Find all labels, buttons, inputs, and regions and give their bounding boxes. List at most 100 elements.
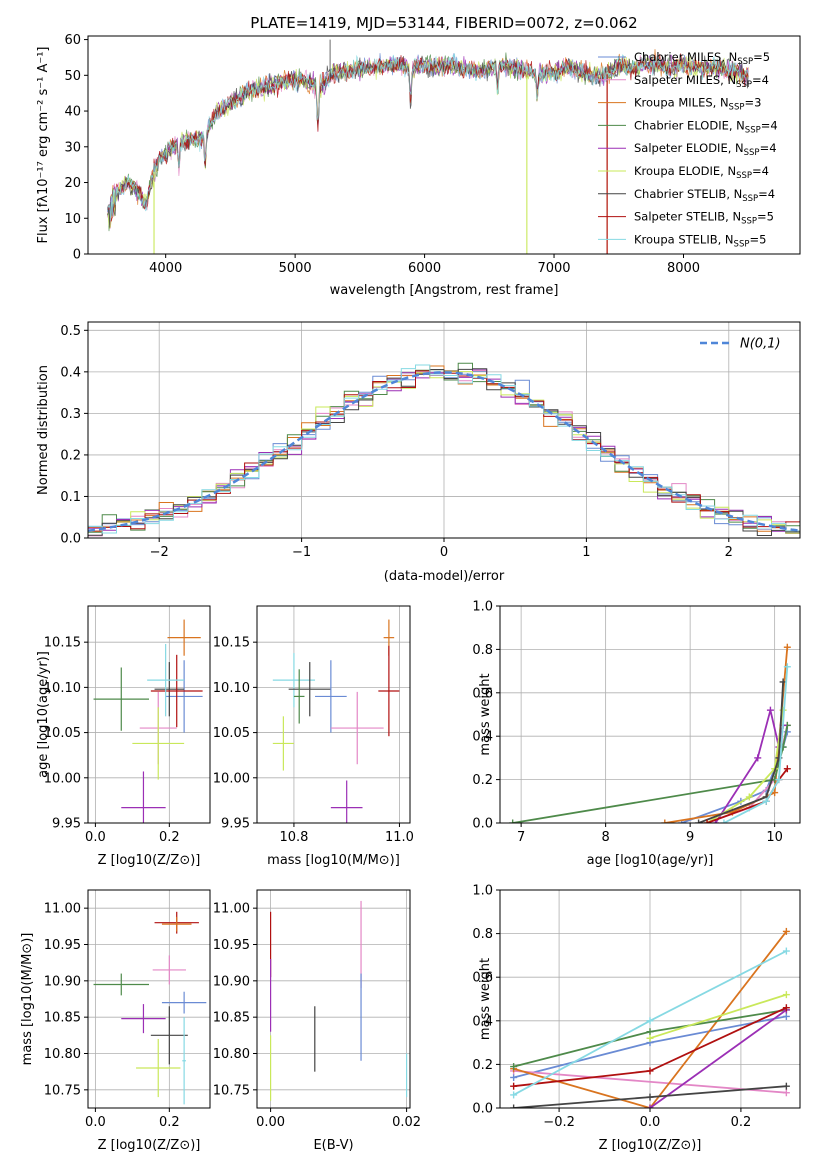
mass_vs_Z-ytick: 11.00 [44, 902, 88, 917]
mass_vs_Z-xtick-label: 0.0 [85, 1115, 106, 1130]
mass_vs_Z-ytick-label: 10.90 [44, 974, 81, 989]
residual-hist-kroupa_stelib [88, 364, 800, 534]
residuals-xtick: −1 [292, 538, 311, 560]
age_vs_Z-ytick: 10.05 [44, 726, 88, 741]
age_vs_mass-point-kroupa_stelib [272, 653, 316, 708]
age_vs_mass-xtick-label: 10.8 [279, 830, 308, 845]
age_vs_mass-xtick: 10.8 [279, 823, 308, 845]
massweight_vs_age-marker-salpeter_stelib [703, 819, 711, 823]
spectrum-ytick: 30 [64, 140, 88, 155]
age_vs_mass-frame [256, 605, 411, 824]
age_vs_mass-ytick: 9.95 [221, 817, 257, 832]
mass_vs_Z-axes: 0.0 0.2 10.75 10.80 10.85 10.90 10.95 11.00 [44, 890, 210, 1130]
age_vs_mass-point-chabrier_elodie [293, 669, 305, 724]
massweight_vs_Z-marker-kroupa_miles [782, 927, 790, 935]
residuals-xlabel: (data-model)/error [384, 569, 505, 584]
spectrum-xlabel: wavelength [Angstrom, rest frame] [330, 283, 559, 298]
mass_vs_Z-grid [88, 890, 210, 1108]
residuals-xtick: 0 [440, 538, 448, 560]
legend-item-chabrier_elodie: Chabrier ELODIE, NSSP=4 [598, 118, 778, 135]
age_vs_Z-ytick-label: 10.00 [44, 771, 81, 786]
massweight_vs_Z-ytick: 0.6 [472, 971, 500, 986]
age_vs_Z-grid [88, 606, 210, 824]
massweight_vs_Z-series [510, 927, 790, 1108]
mass_vs_Z-ytick-label: 10.75 [44, 1083, 81, 1098]
residuals-ytick-label: 0.4 [60, 365, 81, 380]
age_vs_Z-ylabel: age [log10(age/yr)] [36, 651, 51, 778]
massweight_vs_age-xtick: 10 [766, 823, 783, 845]
mass_vs_Z-points [93, 911, 207, 1105]
residuals-ytick-label: 0.0 [60, 532, 81, 547]
legend-item-salpeter_stelib: Salpeter STELIB, NSSP=5 [598, 210, 774, 227]
massweight_vs_age-line-chabrier_stelib [698, 681, 784, 823]
legend-label-chabrier_elodie: Chabrier ELODIE, NSSP=4 [634, 118, 778, 135]
massweight_vs_Z-xtick: −0.2 [543, 1108, 575, 1130]
massweight_vs_age-marker-chabrier_stelib [695, 819, 703, 823]
massweight_vs_Z-marker-kroupa_elodie [782, 991, 790, 999]
massweight_vs_age-marker-kroupa_stelib [720, 819, 728, 823]
mass_vs_EBV-xtick-label: 0.02 [392, 1115, 421, 1130]
mass_vs_EBV-ytick: 10.75 [213, 1083, 257, 1098]
spectrum-ytick: 40 [64, 105, 88, 120]
massweight_vs_age-ytick-label: 0.8 [472, 643, 493, 658]
mass_vs_Z-xtick-label: 0.2 [159, 1115, 180, 1130]
massweight_vs_Z-ytick: 0.2 [472, 1058, 500, 1073]
massweight_vs_Z-marker-kroupa_stelib [646, 1017, 654, 1025]
spectrum-ytick-label: 0 [73, 248, 81, 263]
massweight_vs_age-marker-salpeter_stelib [783, 765, 791, 773]
mass_vs_EBV-xtick: 0.00 [256, 1108, 285, 1130]
residual-legend: N(0,1) [700, 337, 781, 352]
massweight_vs_age-ytick-label: 0.2 [472, 773, 493, 788]
massweight_vs_age-marker-kroupa_elodie [745, 793, 753, 801]
spectrum-ytick-label: 10 [64, 212, 81, 227]
mass_vs_EBV-ytick: 11.00 [213, 902, 257, 917]
spectrum-xtick: 8000 [667, 254, 700, 276]
age_vs_mass-ytick: 10.05 [213, 726, 257, 741]
massweight_vs_age-ytick-label: 0.0 [472, 817, 493, 832]
age_vs_Z-xtick-label: 0.0 [85, 830, 106, 845]
massweight_vs_age-marker-kroupa_stelib [783, 663, 791, 671]
massweight_vs_age-ytick: 0.8 [472, 643, 500, 658]
mass_vs_EBV-grid [257, 890, 410, 1108]
massweight_vs_Z-marker-kroupa_stelib [782, 947, 790, 955]
spectrum-ytick-label: 50 [64, 69, 81, 84]
massweight_vs_Z-marker-salpeter_stelib [510, 1082, 518, 1090]
massweight_vs_Z-marker-chabrier_stelib [782, 1082, 790, 1090]
mass_vs_Z-point-chabrier_stelib [150, 1006, 188, 1065]
legend-item-kroupa_miles: Kroupa MILES, NSSP=3 [598, 96, 761, 113]
massweight_vs_age-marker-salpeter_elodie [754, 754, 762, 762]
age_vs_Z-ytick-label: 10.10 [44, 681, 81, 696]
massweight_vs_age-frame [499, 605, 801, 824]
legend-item-kroupa_elodie: Kroupa ELODIE, NSSP=4 [598, 164, 769, 181]
mass_vs_Z-point-kroupa_stelib [182, 1017, 186, 1105]
spectrum-ytick: 10 [64, 212, 88, 227]
massweight_vs_Z-marker-chabrier_stelib [646, 1093, 654, 1101]
massweight_vs_Z-ytick: 0.0 [472, 1102, 500, 1117]
age_vs_mass-ytick-label: 10.05 [213, 726, 250, 741]
massweight_vs_Z-marker-salpeter_miles [782, 1089, 790, 1097]
massweight_vs_age-ytick: 1.0 [472, 600, 500, 615]
massweight_vs_Z-marker-chabrier_elodie [646, 1028, 654, 1036]
massweight_vs_age-marker-kroupa_miles [661, 819, 669, 823]
residuals-ytick: 0.5 [60, 324, 88, 339]
mass_vs_EBV-ytick-label: 10.85 [213, 1011, 250, 1026]
massweight_vs_age-xtick: 8 [601, 823, 610, 845]
spectrum-ytick: 50 [64, 69, 88, 84]
mass_vs_EBV-points [270, 900, 408, 1101]
age_vs_mass-xtick-label: 11.0 [385, 830, 414, 845]
age_vs_Z-point-kroupa_stelib [147, 643, 185, 717]
age_vs_Z-point-chabrier_stelib [154, 662, 185, 717]
age_vs_Z-points [93, 619, 203, 823]
mass_vs_Z-frame [87, 889, 211, 1109]
age_vs_mass-point-chabrier_miles [315, 660, 347, 733]
legend-item-kroupa_stelib: Kroupa STELIB, NSSP=5 [598, 232, 766, 249]
massweight_vs_Z-marker-chabrier_miles [782, 1012, 790, 1020]
residuals-ytick-label: 0.3 [60, 407, 81, 422]
legend-label-chabrier_stelib: Chabrier STELIB, NSSP=4 [634, 187, 775, 204]
residuals-ytick: 0.2 [60, 448, 88, 463]
spectrum-line-kroupa_stelib [107, 53, 749, 221]
massweight_vs_age-marker-kroupa_miles [783, 643, 791, 651]
spectrum-axes: 4000 5000 6000 7000 8000 0 10 20 30 40 50 60 [64, 33, 700, 276]
massweight_vs_Z-ytick: 0.8 [472, 927, 500, 942]
